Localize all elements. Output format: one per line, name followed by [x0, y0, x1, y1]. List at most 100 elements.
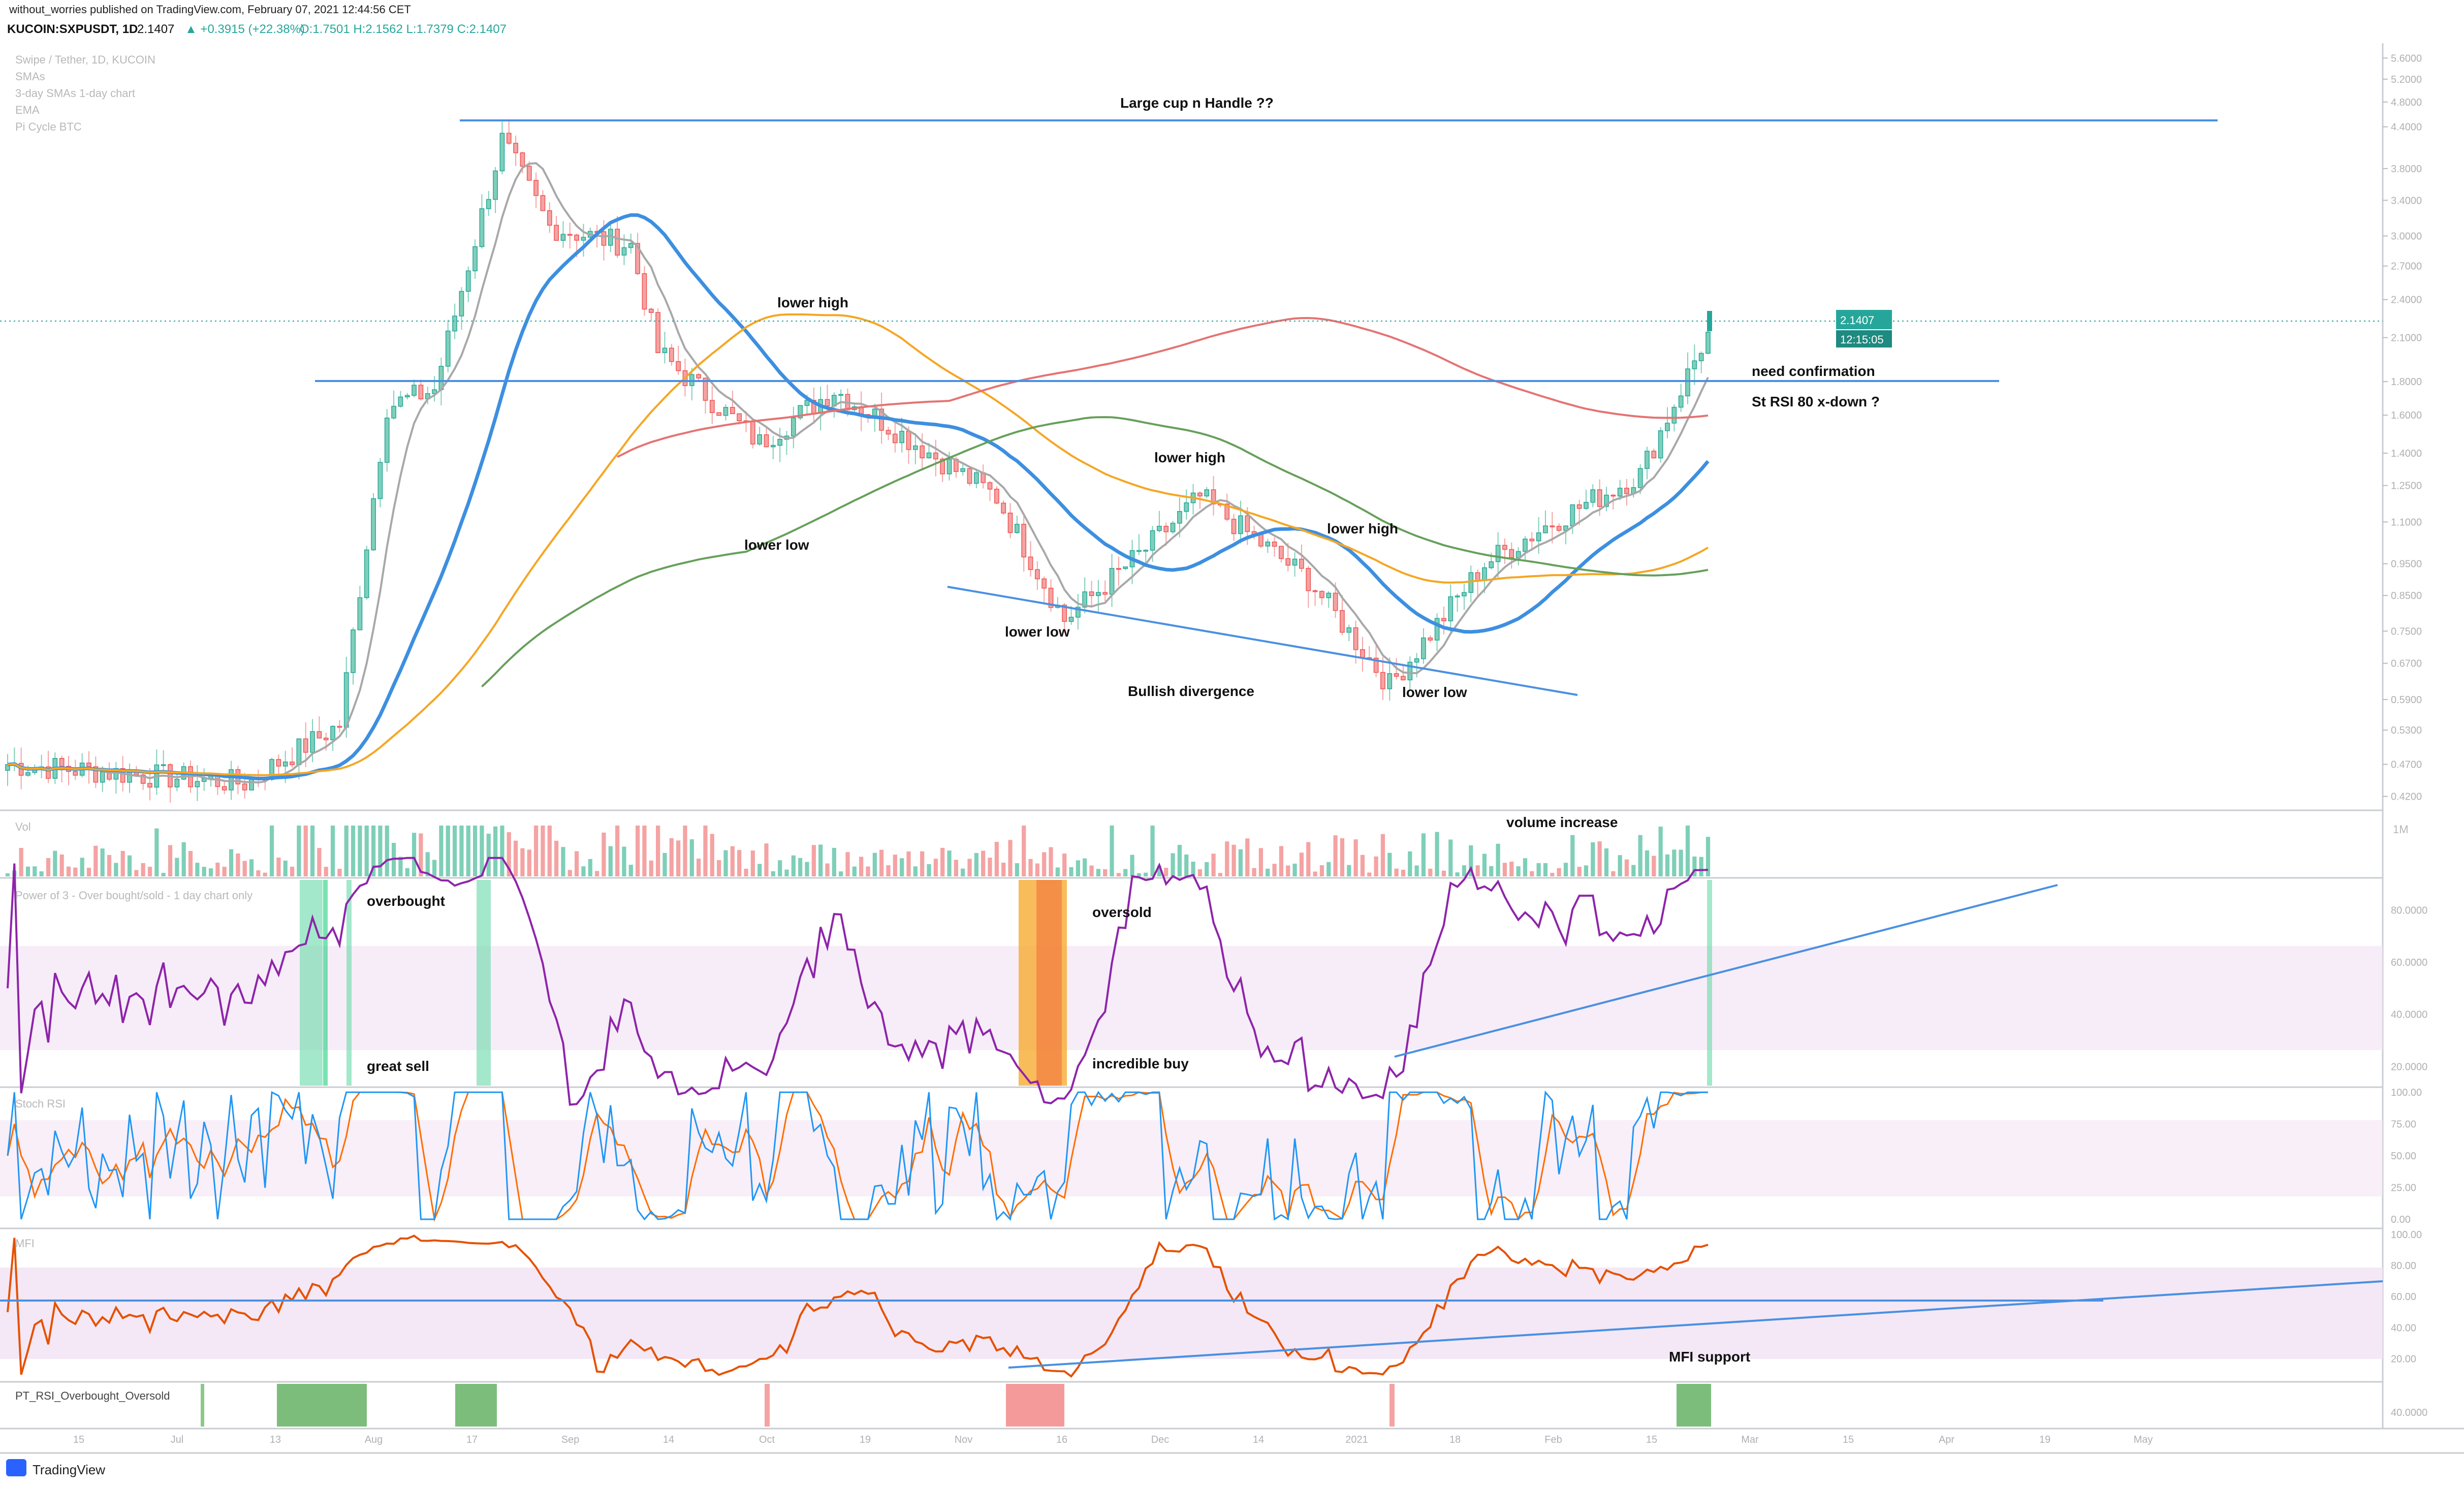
candle-down — [1529, 539, 1535, 542]
volume-bar — [1455, 872, 1460, 876]
volume-bar — [649, 860, 653, 876]
legend-item: SMAs — [15, 70, 45, 83]
volume-bar — [1272, 864, 1277, 876]
price-tick-label: 0.7500 — [2391, 626, 2422, 637]
legend-item: 3-day SMAs 1-day chart — [15, 87, 135, 100]
candle-down — [1021, 524, 1027, 558]
candle-down — [1319, 591, 1324, 598]
volume-bar — [1035, 863, 1039, 876]
volume-bar — [364, 826, 369, 876]
candle-down — [676, 361, 681, 371]
volume-bar — [358, 826, 362, 876]
mfi-pane-label: MFI — [15, 1237, 35, 1250]
price-tick-label: 3.8000 — [2391, 164, 2422, 175]
volume-bar — [439, 826, 444, 876]
candle-down — [1007, 513, 1013, 533]
volume-bar — [73, 867, 78, 876]
volume-bar — [412, 833, 417, 876]
candle-down — [1062, 605, 1067, 622]
volume-bar — [507, 832, 511, 876]
volume-bar — [988, 858, 992, 876]
candle-down — [215, 775, 220, 787]
volume-bar — [1306, 842, 1311, 876]
volume-bar — [330, 826, 335, 876]
time-tick-label: 13 — [270, 1434, 281, 1445]
brand-name: TradingView — [33, 1462, 105, 1477]
candle-down — [1163, 526, 1169, 532]
volume-bar — [900, 858, 904, 876]
volume-bar — [378, 826, 383, 876]
volume-bar — [1340, 838, 1345, 876]
candle-up — [452, 315, 457, 332]
volume-bar — [954, 860, 958, 876]
volume-bar — [1319, 865, 1324, 876]
pt-pane-label: PT_RSI_Overbought_Oversold — [15, 1389, 170, 1402]
volume-bar — [1347, 865, 1351, 876]
volume-bar — [303, 826, 308, 876]
candle-up — [1082, 591, 1088, 608]
volume-bar — [961, 868, 965, 876]
volume-bar — [1136, 873, 1142, 876]
price-tick-label: 0.4200 — [2391, 792, 2422, 803]
volume-bar — [1062, 853, 1067, 876]
candle-up — [371, 498, 376, 551]
time-tick-label: Apr — [1939, 1434, 1954, 1445]
mfi-band — [0, 1268, 2383, 1359]
volume-bar — [1191, 862, 1195, 876]
legend-title: Swipe / Tether, 1D, KUCOIN — [15, 53, 155, 66]
candle-up — [398, 396, 403, 407]
candle-down — [1102, 592, 1108, 595]
price-tick-label: 3.4000 — [2391, 195, 2422, 206]
volume-bar — [432, 860, 437, 876]
volume-bar — [269, 826, 274, 876]
volume-bar — [791, 855, 796, 876]
volume-bar — [1218, 873, 1223, 876]
candle-down — [86, 763, 91, 768]
volume-bar — [1502, 863, 1507, 876]
candle-up — [1692, 360, 1697, 369]
price-tick-label: 0.5300 — [2391, 725, 2422, 736]
volume-bar — [1103, 869, 1108, 876]
volume-bar — [703, 826, 708, 876]
candle-down — [655, 312, 660, 353]
candle-up — [1665, 423, 1670, 431]
osc-tick-label: 75.00 — [2391, 1119, 2416, 1130]
candle-down — [669, 347, 674, 362]
volume-bar — [547, 826, 552, 876]
volume-bar — [771, 871, 775, 876]
sma-red-line — [617, 317, 1709, 458]
volume-bar — [1435, 832, 1439, 876]
volume-bar — [1171, 853, 1175, 876]
volume-bar — [784, 869, 789, 876]
volume-bar — [398, 857, 403, 876]
power3-line — [7, 857, 1709, 1106]
candle-up — [662, 347, 668, 353]
osc-tick-label: 100.00 — [2391, 1229, 2422, 1241]
candle-up — [798, 405, 803, 419]
volume-bar — [1313, 871, 1317, 876]
annotation-oversold: oversold — [1092, 904, 1152, 920]
price-tick-label: 0.8500 — [2391, 590, 2422, 602]
candle-down — [337, 725, 342, 728]
volume-bar — [845, 852, 850, 876]
volume-bar — [236, 853, 240, 876]
volume-bar — [80, 858, 84, 876]
volume-bar — [561, 847, 565, 876]
price-tick-label: 3.0000 — [2391, 231, 2422, 242]
candle-down — [1509, 549, 1514, 558]
candle-up — [174, 779, 180, 787]
time-tick-label: 15 — [1646, 1434, 1657, 1445]
candle-up — [804, 400, 810, 406]
candle-down — [1380, 672, 1385, 689]
volume-bar — [141, 863, 145, 876]
candle-down — [1597, 489, 1602, 507]
volume-bar — [242, 861, 247, 876]
candle-down — [1245, 515, 1250, 532]
mfi-line — [7, 1235, 1709, 1378]
candle-up — [1495, 545, 1501, 562]
candle-down — [1299, 558, 1304, 569]
time-tick-label: 19 — [2039, 1434, 2050, 1445]
candle-down — [1312, 590, 1318, 592]
candle-up — [912, 445, 918, 450]
candle-up — [25, 772, 30, 776]
